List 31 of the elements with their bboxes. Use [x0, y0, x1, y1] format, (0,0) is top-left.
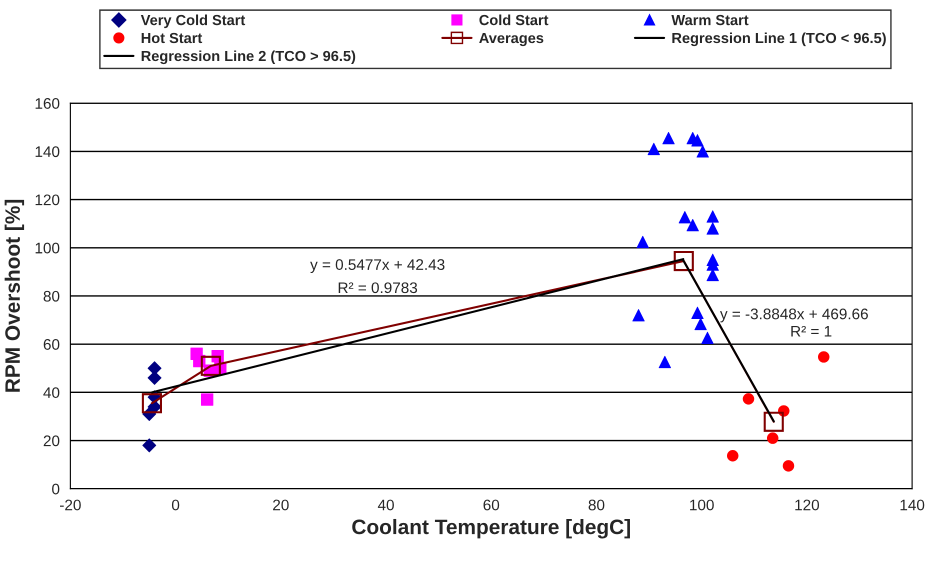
- y-tick-label: 140: [36, 146, 60, 158]
- legend-label: Warm Start: [671, 14, 748, 26]
- x-tick-label: 20: [273, 500, 289, 510]
- annotation: R² = 0.9783: [338, 282, 418, 294]
- x-tick-label: 0: [172, 500, 180, 510]
- annotation: R² = 1: [791, 326, 832, 337]
- x-tick-label: 80: [588, 500, 604, 510]
- y-tick-label: 100: [36, 242, 60, 254]
- y-tick-label: 60: [44, 339, 60, 350]
- y-tick-label: 20: [44, 435, 60, 446]
- x-tick-label: -20: [60, 500, 81, 510]
- x-tick-label: 120: [795, 500, 820, 510]
- x-tick-label: 40: [378, 500, 394, 510]
- y-axis-title: RPM Overshoot [%]: [4, 200, 24, 392]
- y-tick-label: 160: [36, 98, 60, 109]
- y-tick-label: 40: [43, 387, 60, 398]
- annotation: y = 0.5477x + 42.43: [310, 259, 444, 274]
- y-tick-label: 80: [44, 290, 60, 302]
- annotation: y = -3.8848x + 469.66: [720, 308, 868, 322]
- legend-label: Regression Line 2 (TCO > 96.5): [142, 50, 356, 64]
- legend-label: Hot Start: [142, 32, 202, 44]
- x-tick-label: 100: [690, 500, 714, 510]
- y-tick-label: 120: [36, 194, 60, 206]
- legend-label: Averages: [479, 33, 544, 46]
- x-tick-label: 60: [484, 500, 500, 510]
- legend-label: Regression Line 1 (TCO < 96.5): [672, 32, 886, 46]
- legend-label: Cold Start: [479, 14, 548, 26]
- x-tick-label: 140: [900, 500, 924, 510]
- legend-label: Very Cold Start: [140, 14, 246, 28]
- x-axis-title: Coolant Temperature [degC]: [352, 518, 630, 538]
- y-tick-label: 0: [52, 484, 60, 494]
